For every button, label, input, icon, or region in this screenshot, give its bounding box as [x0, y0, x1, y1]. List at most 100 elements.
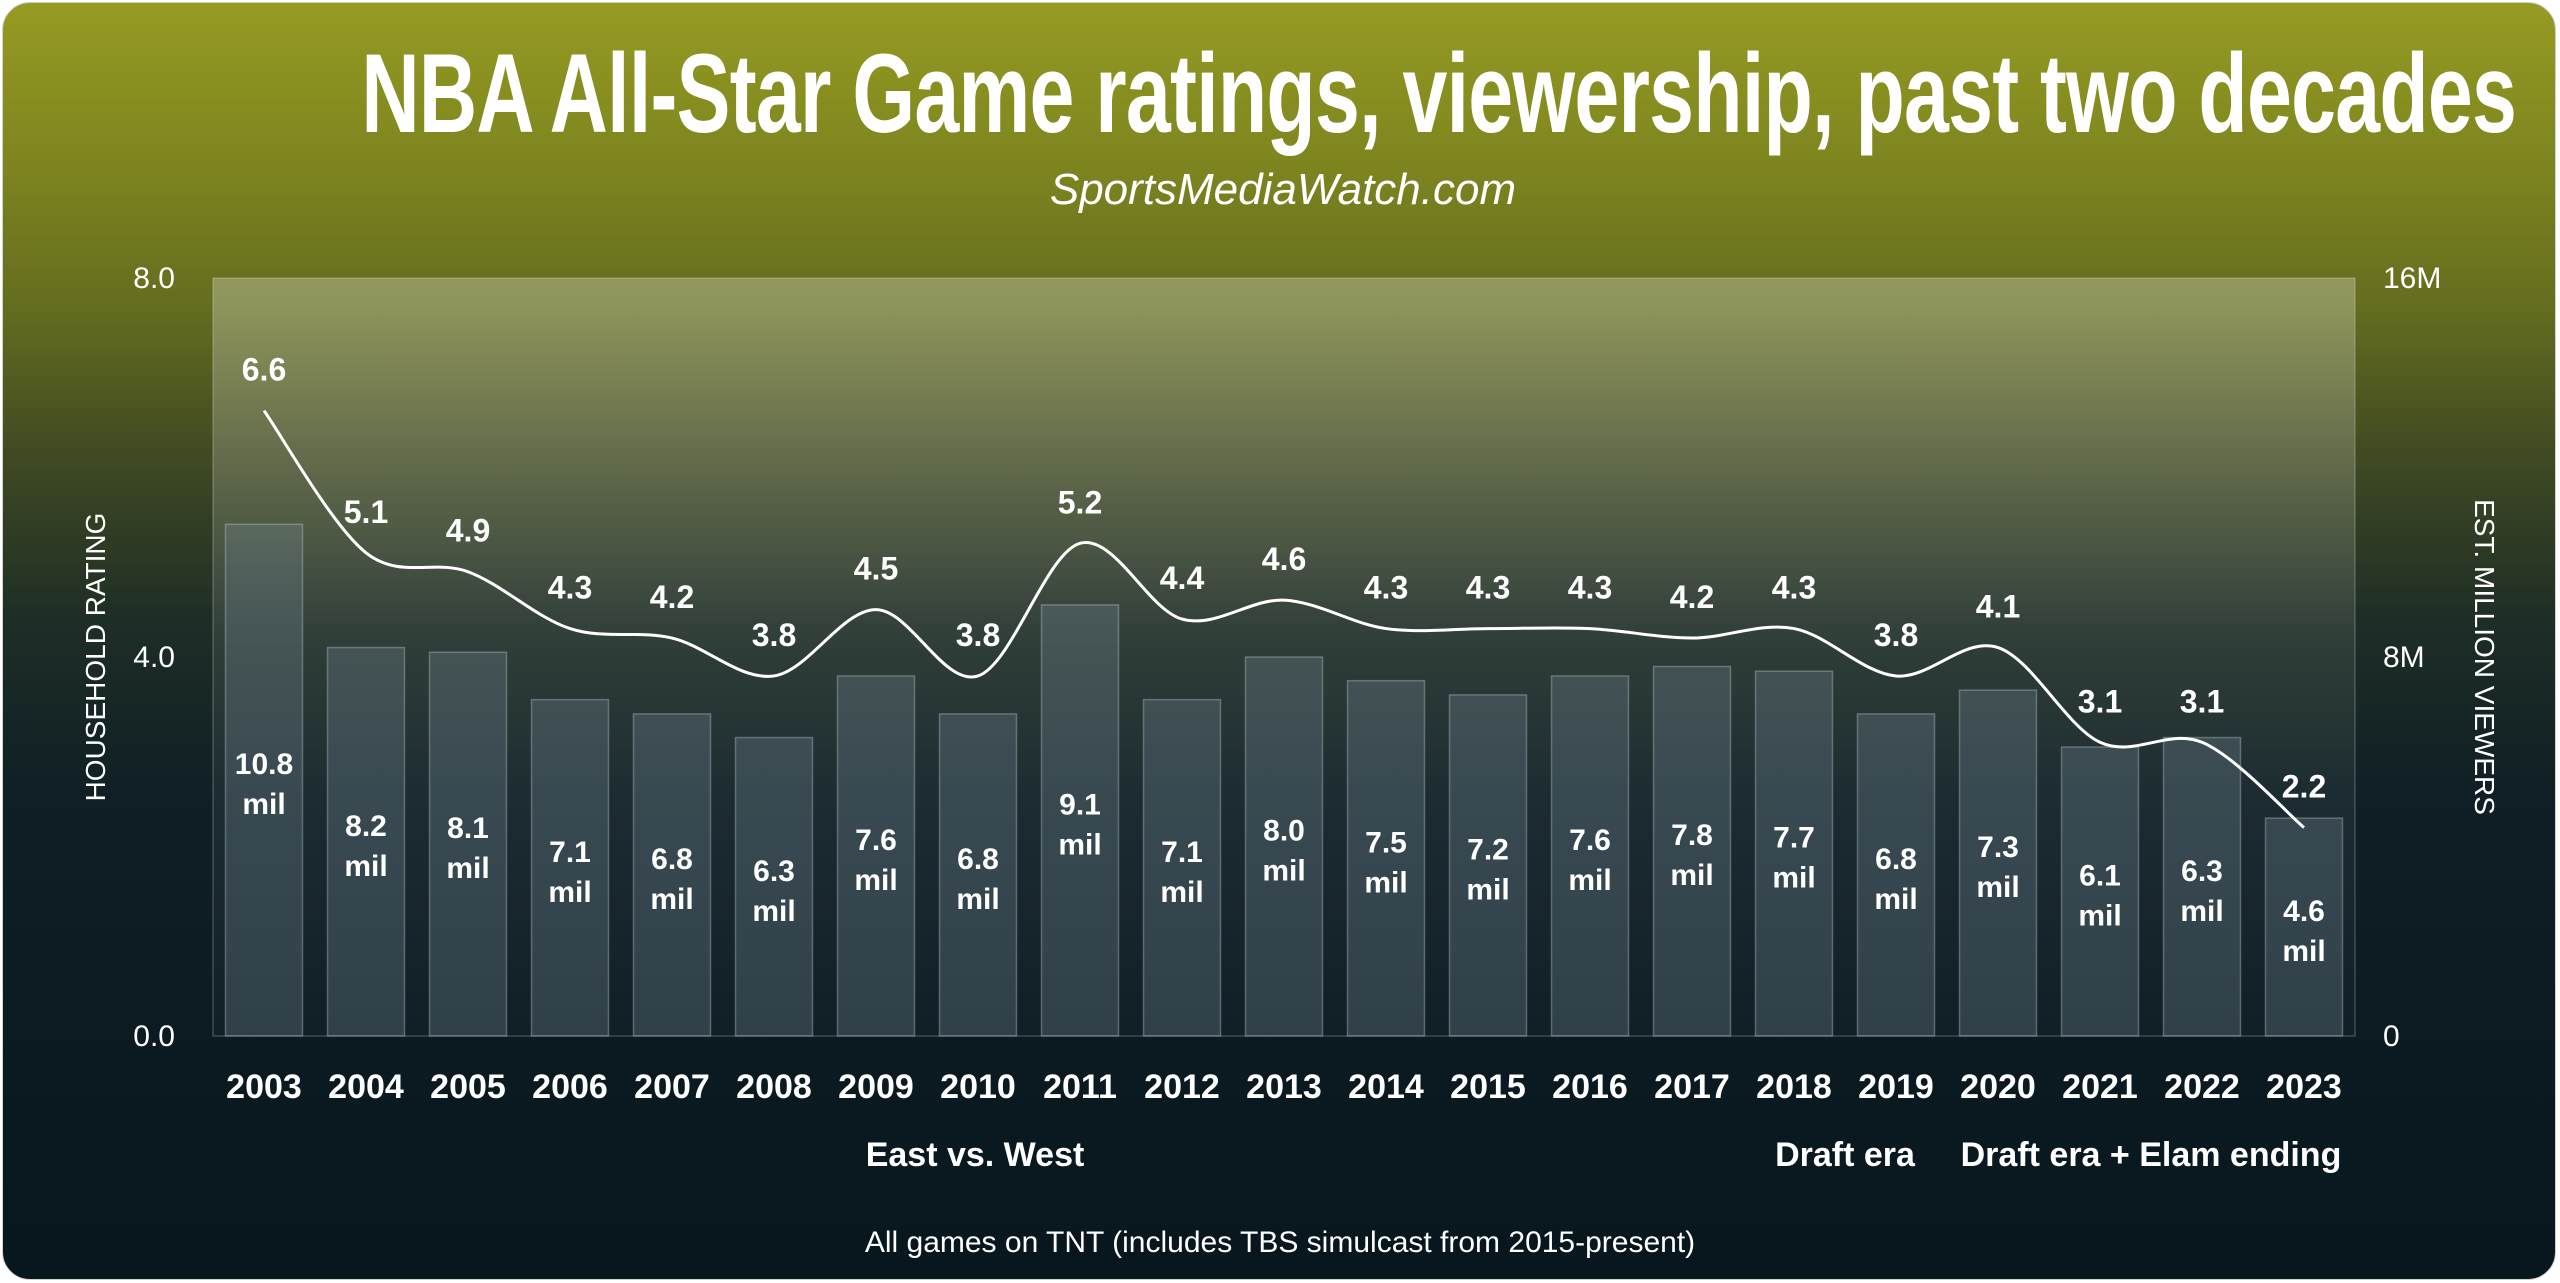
bar-2019 — [1856, 713, 1936, 1037]
left-axis-title: HOUSEHOLD RATING — [80, 513, 111, 802]
rating-label: 4.9 — [446, 513, 490, 549]
era-label: Draft era — [1775, 1136, 1916, 1174]
year-label: 2005 — [430, 1068, 506, 1106]
rating-label: 4.3 — [1772, 570, 1816, 606]
bar-2008 — [734, 736, 814, 1037]
bar-unit-label: mil — [1976, 871, 2019, 904]
bar-unit-label: mil — [2282, 935, 2325, 968]
rating-label: 4.1 — [1976, 589, 2020, 625]
bar-2013 — [1244, 656, 1324, 1037]
bar-unit-label: mil — [2180, 895, 2223, 928]
bar-2009 — [836, 675, 916, 1037]
year-label: 2010 — [940, 1068, 1016, 1106]
year-label: 2021 — [2062, 1068, 2138, 1106]
bar-2006 — [530, 698, 610, 1037]
right-tick-0: 0 — [2383, 1020, 2400, 1053]
bar-unit-label: mil — [650, 883, 693, 916]
bar-unit-label: mil — [854, 864, 897, 897]
year-label: 2011 — [1043, 1068, 1117, 1106]
era-label: Draft era + Elam ending — [1961, 1136, 2342, 1174]
bar-value-label: 6.3 — [2181, 855, 2223, 888]
bar-value-label: 7.3 — [1977, 831, 2019, 864]
year-label: 2003 — [226, 1068, 302, 1106]
bar-2003 — [224, 523, 304, 1037]
bar-value-label: 9.1 — [1059, 788, 1101, 821]
bar-2012 — [1142, 698, 1222, 1037]
rating-label: 3.8 — [1874, 617, 1918, 653]
rating-label: 4.4 — [1160, 560, 1205, 596]
bar-value-label: 6.1 — [2079, 860, 2121, 893]
bar-value-label: 7.6 — [855, 824, 897, 857]
year-label: 2004 — [328, 1068, 404, 1106]
year-label: 2017 — [1654, 1068, 1730, 1106]
bar-unit-label: mil — [1772, 862, 1815, 895]
bar-2011 — [1040, 604, 1120, 1037]
plot-area — [212, 277, 2356, 1037]
chart-title: NBA All-Star Game ratings, viewership, p… — [361, 31, 2517, 156]
rating-label: 3.1 — [2078, 683, 2122, 719]
rating-label: 4.3 — [1466, 570, 1510, 606]
year-label: 2023 — [2266, 1068, 2342, 1106]
year-label: 2006 — [532, 1068, 608, 1106]
bar-2017 — [1652, 665, 1732, 1037]
era-label: East vs. West — [866, 1136, 1085, 1174]
bar-2010 — [938, 713, 1018, 1037]
rating-label: 4.2 — [1670, 579, 1714, 615]
year-label: 2007 — [634, 1068, 710, 1106]
bar-value-label: 6.8 — [1875, 843, 1917, 876]
year-label: 2018 — [1756, 1068, 1832, 1106]
right-tick-8: 8M — [2383, 641, 2425, 674]
year-label: 2013 — [1246, 1068, 1322, 1106]
bar-unit-label: mil — [548, 876, 591, 909]
bar-unit-label: mil — [1670, 859, 1713, 892]
bar-2020 — [1958, 689, 2038, 1037]
bar-value-label: 7.8 — [1671, 819, 1713, 852]
bar-2023 — [2264, 817, 2344, 1037]
rating-label: 2.2 — [2282, 769, 2326, 805]
bar-unit-label: mil — [2078, 900, 2121, 933]
bar-2018 — [1754, 670, 1834, 1037]
bar-value-label: 7.1 — [549, 836, 591, 869]
year-label: 2016 — [1552, 1068, 1628, 1106]
rating-label: 4.2 — [650, 579, 694, 615]
year-label: 2009 — [838, 1068, 914, 1106]
bar-unit-label: mil — [1466, 873, 1509, 906]
bar-value-label: 7.1 — [1161, 836, 1203, 869]
year-label: 2022 — [2164, 1068, 2240, 1106]
year-label: 2019 — [1858, 1068, 1934, 1106]
bar-value-label: 7.6 — [1569, 824, 1611, 857]
bar-2004 — [326, 646, 406, 1037]
bar-value-label: 8.2 — [345, 810, 387, 843]
right-tick-16: 16M — [2383, 262, 2441, 295]
rating-label: 4.3 — [548, 570, 592, 606]
bar-unit-label: mil — [344, 850, 387, 883]
bar-value-label: 7.7 — [1773, 822, 1815, 855]
rating-label: 5.1 — [344, 494, 388, 530]
bar-value-label: 8.1 — [447, 812, 489, 845]
bar-2014 — [1346, 679, 1426, 1037]
bar-value-label: 6.3 — [753, 855, 795, 888]
rating-label: 5.2 — [1058, 484, 1102, 520]
rating-label: 4.6 — [1262, 541, 1306, 577]
bar-value-label: 6.8 — [957, 843, 999, 876]
bar-unit-label: mil — [1568, 864, 1611, 897]
right-axis-title: EST. MILLION VIEWERS — [2469, 499, 2500, 815]
bar-2016 — [1550, 675, 1630, 1037]
year-label: 2012 — [1144, 1068, 1220, 1106]
bar-unit-label: mil — [446, 852, 489, 885]
rating-line — [262, 409, 2305, 829]
bar-unit-label: mil — [1874, 883, 1917, 916]
bar-unit-label: mil — [1364, 866, 1407, 899]
bar-unit-label: mil — [1262, 855, 1305, 888]
left-tick-0: 0.0 — [133, 1020, 175, 1053]
year-label: 2008 — [736, 1068, 812, 1106]
year-label: 2015 — [1450, 1068, 1526, 1106]
bar-2005 — [428, 651, 508, 1037]
bar-value-label: 10.8 — [235, 748, 293, 781]
chart-subtitle: SportsMediaWatch.com — [1049, 165, 1517, 214]
rating-label: 6.6 — [242, 352, 286, 388]
bar-unit-label: mil — [1160, 876, 1203, 909]
year-label: 2014 — [1348, 1068, 1424, 1106]
rating-label: 4.3 — [1568, 570, 1612, 606]
